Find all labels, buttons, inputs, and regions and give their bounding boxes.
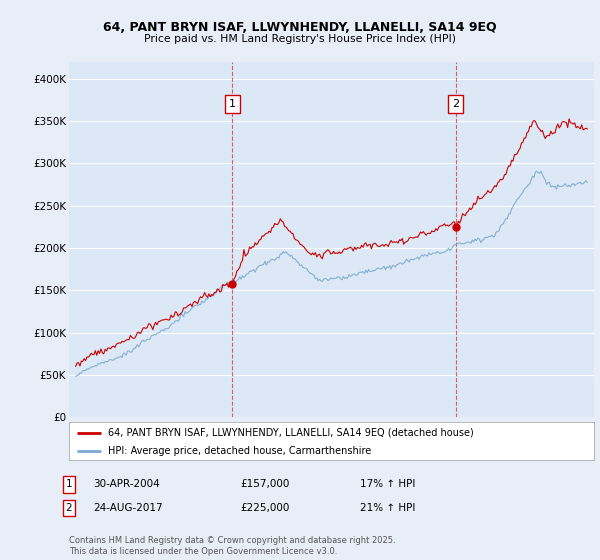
Text: £225,000: £225,000 bbox=[240, 503, 289, 513]
Text: 30-APR-2004: 30-APR-2004 bbox=[93, 479, 160, 489]
Text: 2: 2 bbox=[65, 503, 73, 513]
Text: 64, PANT BRYN ISAF, LLWYNHENDY, LLANELLI, SA14 9EQ (detached house): 64, PANT BRYN ISAF, LLWYNHENDY, LLANELLI… bbox=[109, 428, 474, 438]
Text: 1: 1 bbox=[229, 99, 236, 109]
Text: HPI: Average price, detached house, Carmarthenshire: HPI: Average price, detached house, Carm… bbox=[109, 446, 371, 456]
Text: 24-AUG-2017: 24-AUG-2017 bbox=[93, 503, 163, 513]
Text: 17% ↑ HPI: 17% ↑ HPI bbox=[360, 479, 415, 489]
Text: Contains HM Land Registry data © Crown copyright and database right 2025.
This d: Contains HM Land Registry data © Crown c… bbox=[69, 536, 395, 556]
Text: 64, PANT BRYN ISAF, LLWYNHENDY, LLANELLI, SA14 9EQ: 64, PANT BRYN ISAF, LLWYNHENDY, LLANELLI… bbox=[103, 21, 497, 34]
Text: 1: 1 bbox=[65, 479, 73, 489]
Text: 21% ↑ HPI: 21% ↑ HPI bbox=[360, 503, 415, 513]
Text: £157,000: £157,000 bbox=[240, 479, 289, 489]
Text: Price paid vs. HM Land Registry's House Price Index (HPI): Price paid vs. HM Land Registry's House … bbox=[144, 34, 456, 44]
Text: 2: 2 bbox=[452, 99, 459, 109]
